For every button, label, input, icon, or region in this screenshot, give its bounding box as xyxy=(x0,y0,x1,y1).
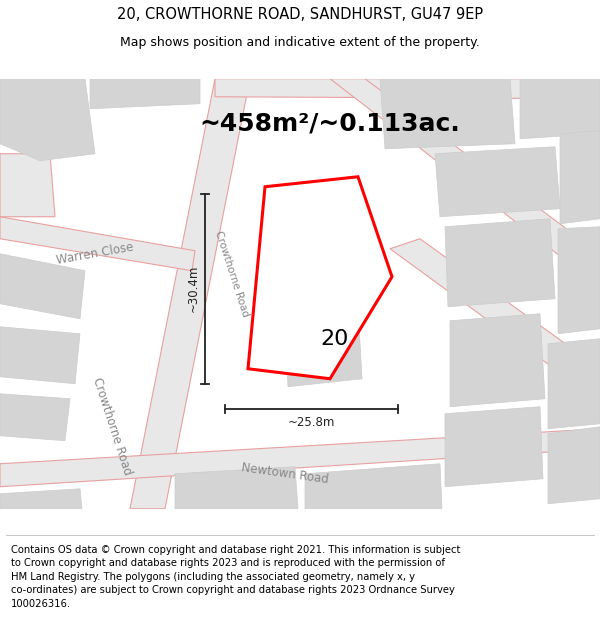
Text: ~25.8m: ~25.8m xyxy=(288,416,335,429)
Polygon shape xyxy=(90,79,200,109)
Text: ~30.4m: ~30.4m xyxy=(187,265,199,312)
Polygon shape xyxy=(520,79,600,139)
Polygon shape xyxy=(285,307,362,387)
Polygon shape xyxy=(0,394,70,441)
Polygon shape xyxy=(0,79,95,161)
Polygon shape xyxy=(0,154,55,217)
Text: Crowthorne Road: Crowthorne Road xyxy=(214,229,251,318)
Polygon shape xyxy=(560,131,600,224)
Text: Warren Close: Warren Close xyxy=(55,241,134,267)
Polygon shape xyxy=(0,327,80,384)
Text: Contains OS data © Crown copyright and database right 2021. This information is : Contains OS data © Crown copyright and d… xyxy=(11,544,460,609)
Polygon shape xyxy=(0,217,195,271)
Text: Newtown Road: Newtown Road xyxy=(241,461,329,486)
Polygon shape xyxy=(0,254,85,319)
Polygon shape xyxy=(330,79,600,264)
Polygon shape xyxy=(558,227,600,334)
Polygon shape xyxy=(0,489,82,509)
Text: Crowthorne Road: Crowthorne Road xyxy=(90,376,134,478)
Polygon shape xyxy=(248,177,392,379)
Text: 20: 20 xyxy=(321,329,349,349)
Polygon shape xyxy=(130,79,250,509)
Polygon shape xyxy=(548,427,600,504)
Polygon shape xyxy=(450,314,545,407)
Polygon shape xyxy=(435,147,560,217)
Polygon shape xyxy=(175,467,298,509)
Polygon shape xyxy=(390,239,600,384)
Polygon shape xyxy=(548,339,600,429)
Text: ~458m²/~0.113ac.: ~458m²/~0.113ac. xyxy=(200,112,460,136)
Text: Map shows position and indicative extent of the property.: Map shows position and indicative extent… xyxy=(120,36,480,49)
Polygon shape xyxy=(0,429,600,487)
Polygon shape xyxy=(305,464,442,509)
Polygon shape xyxy=(445,219,555,307)
Polygon shape xyxy=(215,79,600,99)
Polygon shape xyxy=(445,407,543,487)
Text: 20, CROWTHORNE ROAD, SANDHURST, GU47 9EP: 20, CROWTHORNE ROAD, SANDHURST, GU47 9EP xyxy=(117,8,483,22)
Polygon shape xyxy=(380,79,515,149)
